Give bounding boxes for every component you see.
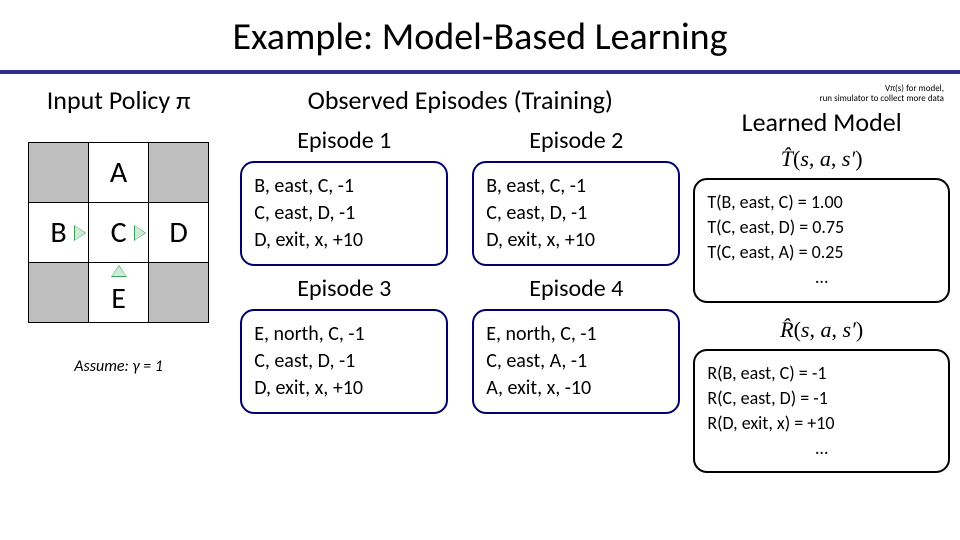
grid-cell bbox=[149, 143, 209, 203]
grid-table: A B C D bbox=[28, 142, 209, 323]
episode-box: B, east, C, -1 C, east, D, -1 D, exit, x… bbox=[240, 161, 448, 266]
tiny-note: Vπ(s) for model, run simulator to collec… bbox=[693, 84, 950, 104]
episode-line: C, east, D, -1 bbox=[254, 200, 434, 227]
episode-3: Episode 3 E, north, C, -1 C, east, D, -1… bbox=[240, 270, 448, 414]
cell-label: D bbox=[169, 214, 187, 251]
episode-line: B, east, C, -1 bbox=[254, 173, 434, 200]
episode-label: Episode 2 bbox=[472, 126, 680, 155]
episode-line: B, east, C, -1 bbox=[486, 173, 666, 200]
model-line: T(C, east, D) = 0.75 bbox=[707, 215, 936, 240]
T-model-box: T(B, east, C) = 1.00 T(C, east, D) = 0.7… bbox=[693, 178, 950, 303]
episode-2: Episode 2 B, east, C, -1 C, east, D, -1 … bbox=[472, 122, 680, 266]
arrow-icon bbox=[135, 226, 145, 240]
episode-label: Episode 1 bbox=[240, 126, 448, 155]
grid-cell bbox=[149, 263, 209, 323]
model-line: T(B, east, C) = 1.00 bbox=[707, 190, 936, 215]
episode-line: A, exit, x, -10 bbox=[486, 375, 666, 402]
arrow-icon bbox=[112, 266, 126, 276]
cell-label: E bbox=[111, 280, 126, 317]
episode-line: C, east, D, -1 bbox=[254, 348, 434, 375]
episodes-heading: Observed Episodes (Training) bbox=[233, 84, 687, 116]
slide-title: Example: Model-Based Learning bbox=[0, 0, 960, 70]
episode-line: C, east, A, -1 bbox=[486, 348, 666, 375]
model-line: R(D, exit, x) = +10 bbox=[707, 411, 936, 436]
episode-box: E, north, C, -1 C, east, D, -1 D, exit, … bbox=[240, 309, 448, 414]
grid-cell-A: A bbox=[89, 143, 149, 203]
episode-line: E, north, C, -1 bbox=[254, 321, 434, 348]
grid-cell bbox=[29, 263, 89, 323]
R-model-box: R(B, east, C) = -1 R(C, east, D) = -1 R(… bbox=[693, 349, 950, 474]
cell-label: C bbox=[111, 214, 127, 251]
model-line: R(C, east, D) = -1 bbox=[707, 386, 936, 411]
model-line: R(B, east, C) = -1 bbox=[707, 361, 936, 386]
learned-model-column: Vπ(s) for model, run simulator to collec… bbox=[693, 84, 950, 473]
assume-text: Assume: γ = 1 bbox=[10, 357, 227, 376]
episode-line: D, exit, x, +10 bbox=[486, 227, 666, 254]
model-line: T(C, east, A) = 0.25 bbox=[707, 240, 936, 265]
grid-cell-D: D bbox=[149, 203, 209, 263]
grid-cell-C: C bbox=[89, 203, 149, 263]
observed-episodes-column: Observed Episodes (Training) Episode 1 B… bbox=[233, 84, 687, 414]
T-formula: T̂(s, a, s′) bbox=[693, 146, 950, 172]
episode-line: D, exit, x, +10 bbox=[254, 375, 434, 402]
grid-cell-B: B bbox=[29, 203, 89, 263]
episode-4: Episode 4 E, north, C, -1 C, east, A, -1… bbox=[472, 270, 680, 414]
grid-cell bbox=[29, 143, 89, 203]
episodes-row-2: Episode 3 E, north, C, -1 C, east, D, -1… bbox=[233, 270, 687, 414]
episode-box: E, north, C, -1 C, east, A, -1 A, exit, … bbox=[472, 309, 680, 414]
episode-line: D, exit, x, +10 bbox=[254, 227, 434, 254]
episodes-row-1: Episode 1 B, east, C, -1 C, east, D, -1 … bbox=[233, 122, 687, 266]
grid-cell-E: E bbox=[89, 263, 149, 323]
R-formula: R̂(s, a, s′) bbox=[693, 317, 950, 343]
input-policy-heading: Input Policy π bbox=[10, 84, 227, 116]
episode-line: C, east, D, -1 bbox=[486, 200, 666, 227]
grid-world: A B C D bbox=[10, 142, 227, 323]
model-ellipsis: … bbox=[707, 436, 936, 461]
episode-label: Episode 3 bbox=[240, 274, 448, 303]
content-columns: Input Policy π A B C bbox=[0, 74, 960, 473]
episode-1: Episode 1 B, east, C, -1 C, east, D, -1 … bbox=[240, 122, 448, 266]
cell-label: A bbox=[110, 154, 127, 191]
episode-line: E, north, C, -1 bbox=[486, 321, 666, 348]
episode-label: Episode 4 bbox=[472, 274, 680, 303]
episode-box: B, east, C, -1 C, east, D, -1 D, exit, x… bbox=[472, 161, 680, 266]
learned-model-heading: Learned Model bbox=[693, 106, 950, 138]
cell-label: B bbox=[50, 214, 66, 251]
model-ellipsis: … bbox=[707, 265, 936, 290]
input-policy-column: Input Policy π A B C bbox=[10, 84, 227, 376]
arrow-icon bbox=[75, 226, 85, 240]
